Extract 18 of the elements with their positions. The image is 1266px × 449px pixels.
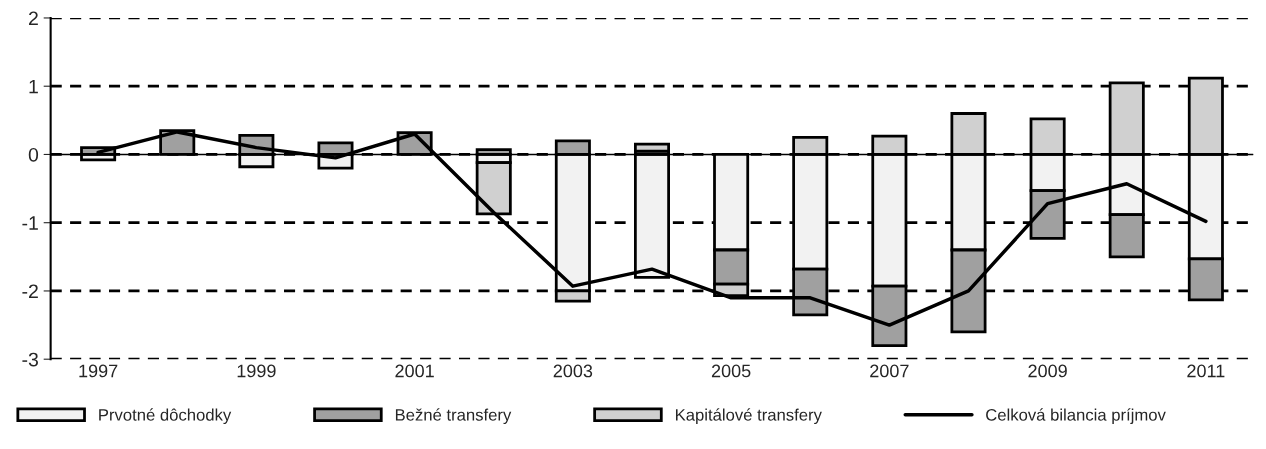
- legend-label: Bežné transfery: [395, 408, 512, 425]
- y-tick-label: -1: [22, 216, 38, 230]
- x-tick-label: 1997: [79, 364, 118, 378]
- legend-label: Celková bilancia príjmov: [986, 408, 1166, 425]
- x-tick-label: 1999: [237, 364, 276, 378]
- x-tick-label: 2011: [1187, 364, 1225, 378]
- x-tick-label: 2003: [553, 364, 593, 378]
- x-tick-label: 2001: [395, 364, 434, 378]
- y-tick-label: 2: [29, 11, 38, 26]
- x-tick-label: 2007: [870, 364, 909, 378]
- y-tick-label: 0: [28, 147, 39, 162]
- legend-label: Kapitálové transfery: [675, 408, 822, 425]
- legend-label: Prvotné dôchodky: [99, 408, 232, 425]
- x-tick-label: 2009: [1028, 364, 1067, 378]
- y-tick-label: -3: [22, 352, 38, 367]
- y-tick-label: -2: [22, 284, 38, 298]
- x-tick-label: 2005: [711, 364, 751, 378]
- y-tick-label: 1: [29, 79, 38, 94]
